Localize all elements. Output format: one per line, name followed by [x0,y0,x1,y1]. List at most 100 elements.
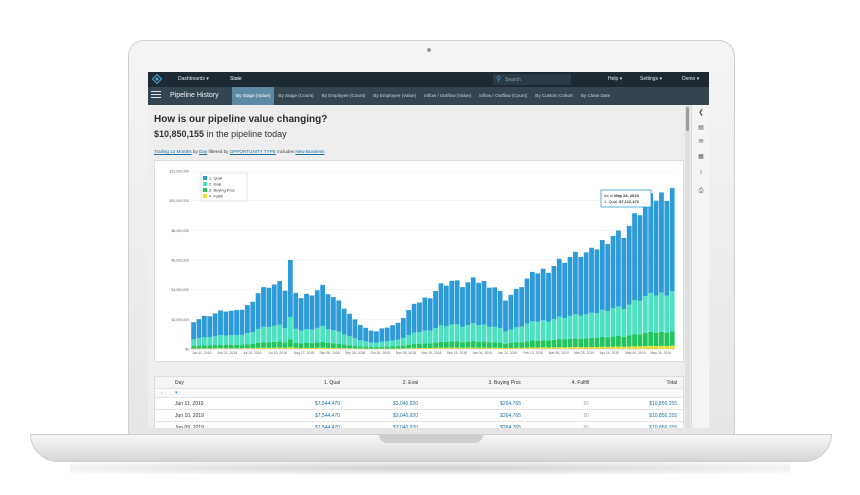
bar-segment-qual[interactable] [567,257,573,316]
bar-segment-fulfill[interactable] [513,347,519,349]
table-row[interactable]: Jun 09, 2019 $7,544,470 $3,040,920 $264,765… [155,422,683,428]
bar-segment-fulfill[interactable] [309,347,315,349]
bar-segment-qual[interactable] [492,287,498,327]
bar-segment-eval[interactable] [551,319,557,340]
bar-segment-fulfill[interactable] [616,346,621,349]
tab-by-stage-count[interactable]: By Stage (Count) [278,93,314,98]
bar-segment-buying[interactable] [277,341,283,348]
bar-segment-qual[interactable] [513,288,519,328]
bar-segment-eval[interactable] [540,320,546,341]
bar-segment-eval[interactable] [460,326,465,343]
bar-segment-eval[interactable] [669,291,675,332]
bar-segment-fulfill[interactable] [573,347,578,349]
bar-segment-buying[interactable] [653,332,659,347]
bar-segment-fulfill[interactable] [567,347,573,349]
vertical-scrollbar[interactable] [685,105,690,428]
bar-segment-qual[interactable] [390,325,395,341]
bar-segment-qual[interactable] [519,287,525,327]
bar-segment-buying[interactable] [433,342,438,348]
bar-segment-fulfill[interactable] [293,347,299,349]
bar-segment-buying[interactable] [201,345,207,349]
tab-inflow-outflow-count[interactable]: Inflow / Outflow (Count) [479,93,528,98]
bar-segment-fulfill[interactable] [669,345,675,349]
bar-segment-qual[interactable] [599,240,605,310]
bar-segment-qual[interactable] [578,256,584,316]
bar-segment-buying[interactable] [320,341,326,348]
cell-value[interactable]: $10,850,155 [649,413,677,419]
bar-segment-buying[interactable] [632,334,637,347]
bar-segment-qual[interactable] [191,322,196,340]
bar-segment-fulfill[interactable] [519,347,525,349]
bar-segment-buying[interactable] [621,336,627,347]
bar-segment-buying[interactable] [341,344,347,349]
bar-segment-eval[interactable] [239,334,245,345]
bar-segment-buying[interactable] [508,343,514,348]
cell-value[interactable]: $264,765 [500,401,521,407]
bar-segment-eval[interactable] [642,296,648,333]
bar-segment-buying[interactable] [266,342,272,348]
bar-segment-eval[interactable] [653,295,659,333]
bar-segment-buying[interactable] [234,344,239,349]
row-expand-icon[interactable]: • [161,390,163,395]
bar-segment-qual[interactable] [234,310,239,335]
bar-segment-eval[interactable] [535,321,541,341]
bar-segment-eval[interactable] [293,328,299,343]
table-row[interactable]: Jun 11, 2019 $7,544,470 $3,040,920 $264,765… [155,398,683,410]
bar-segment-buying[interactable] [573,338,578,348]
bar-segment-eval[interactable] [626,304,632,336]
bar-segment-eval[interactable] [250,332,256,344]
bar-segment-qual[interactable] [379,328,385,342]
bar-segment-buying[interactable] [314,342,320,348]
bar-segment-buying[interactable] [642,332,648,347]
bar-segment-qual[interactable] [341,308,347,335]
bar-segment-eval[interactable] [255,328,261,343]
bar-segment-eval[interactable] [331,330,336,344]
bar-segment-qual[interactable] [395,322,401,340]
bar-segment-qual[interactable] [244,305,250,334]
bar-segment-eval[interactable] [481,324,487,342]
export-icon[interactable]: ▤ [698,125,704,131]
bar-segment-eval[interactable] [599,309,605,338]
bar-segment-fulfill[interactable] [637,346,643,349]
bar-segment-eval[interactable] [470,323,476,342]
bar-segment-eval[interactable] [352,338,358,346]
calendar-icon[interactable]: ▦ [698,154,704,160]
bar-segment-qual[interactable] [320,284,326,326]
bar-segment-buying[interactable] [395,346,401,349]
col-header-buying[interactable]: 3. Buying Proc [488,380,521,386]
cell-value[interactable]: $7,544,470 [314,425,340,428]
bar-segment-qual[interactable] [277,281,283,325]
bar-segment-buying[interactable] [336,343,342,349]
bar-segment-fulfill[interactable] [352,348,358,349]
bar-segment-qual[interactable] [331,297,336,331]
bar-segment-buying[interactable] [460,342,465,348]
bar-segment-qual[interactable] [438,283,444,326]
bar-segment-qual[interactable] [589,247,594,313]
bar-segment-qual[interactable] [583,252,589,315]
bar-segment-buying[interactable] [400,345,406,349]
bar-segment-buying[interactable] [610,336,616,347]
bar-segment-buying[interactable] [255,342,261,348]
bar-segment-eval[interactable] [196,338,202,346]
bar-segment-buying[interactable] [191,346,196,349]
bar-segment-eval[interactable] [406,334,412,345]
tab-by-custom-cohort[interactable]: By Custom Cohort [535,93,573,98]
bar-segment-buying[interactable] [551,339,557,348]
col-header-day[interactable]: Day [175,380,184,386]
bar-segment-qual[interactable] [443,285,449,327]
bar-segment-buying[interactable] [331,343,336,348]
bar-segment-fulfill[interactable] [503,348,508,349]
cell-value[interactable]: $0 [583,401,589,407]
bar-segment-buying[interactable] [422,343,428,348]
bar-segment-eval[interactable] [637,300,643,335]
bar-segment-qual[interactable] [352,319,358,339]
bar-segment-qual[interactable] [207,316,213,338]
bar-segment-qual[interactable] [271,284,277,326]
bar-segment-qual[interactable] [470,277,476,324]
bar-segment-qual[interactable] [551,266,557,320]
bar-segment-buying[interactable] [261,342,266,348]
bar-segment-qual[interactable] [626,225,632,305]
bar-segment-fulfill[interactable] [298,347,304,349]
bar-segment-fulfill[interactable] [653,346,659,349]
tab-by-employee-value[interactable]: By Employee (Value) [373,93,417,98]
